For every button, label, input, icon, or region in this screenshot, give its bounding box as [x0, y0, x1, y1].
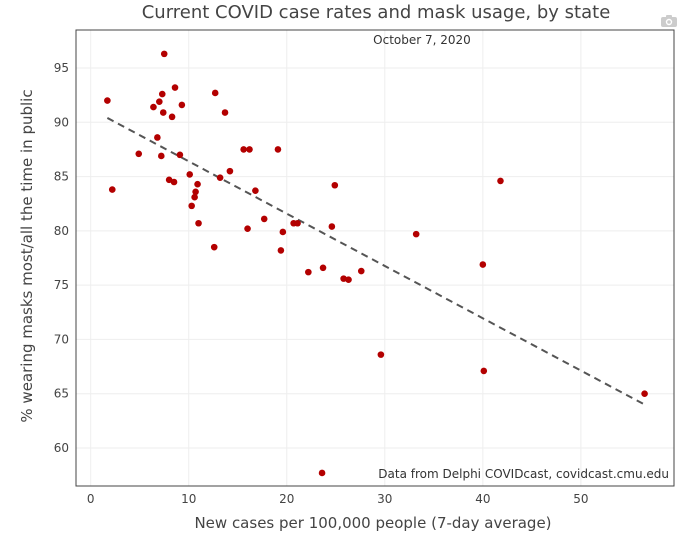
data-point: [211, 89, 219, 97]
data-point: [277, 247, 285, 254]
data-point: [246, 146, 253, 153]
y-tick-label: 75: [54, 278, 69, 292]
camera-icon[interactable]: [660, 14, 678, 28]
data-point: [210, 243, 218, 251]
data-point: [240, 146, 247, 153]
data-point: [154, 134, 161, 141]
y-tick-label: 85: [54, 170, 69, 184]
y-tick-label: 70: [54, 332, 69, 346]
data-point: [641, 390, 648, 398]
data-point: [170, 178, 178, 186]
data-point: [160, 50, 168, 58]
x-tick-label: 10: [181, 492, 196, 506]
data-point: [159, 109, 167, 116]
data-point: [195, 219, 202, 227]
data-point: [244, 225, 251, 232]
data-point: [188, 202, 195, 210]
data-point: [216, 174, 224, 181]
data-point: [305, 268, 312, 276]
y-tick-label: 80: [54, 224, 69, 238]
data-point: [331, 181, 339, 189]
data-point: [319, 264, 327, 272]
data-point: [135, 150, 143, 158]
data-point: [192, 188, 199, 196]
source-annotation: Data from Delphi COVIDcast, covidcast.cm…: [378, 467, 669, 481]
data-point: [156, 98, 163, 105]
data-point: [176, 151, 184, 159]
data-point: [104, 97, 111, 104]
x-tick-label: 40: [475, 492, 490, 506]
trend-line: [106, 117, 646, 406]
x-tick-label: 30: [377, 492, 392, 506]
data-point: [150, 103, 157, 111]
data-point: [294, 219, 301, 227]
data-point: [345, 276, 352, 284]
data-point: [108, 186, 116, 193]
data-point: [318, 469, 326, 477]
data-point: [194, 180, 201, 188]
x-tick-label: 50: [573, 492, 588, 506]
data-point: [178, 101, 186, 109]
data-point: [480, 367, 488, 375]
y-tick-label: 90: [54, 115, 69, 129]
y-tick-labels: 60 65 70 75 80 85 90 95: [54, 61, 69, 455]
data-point: [340, 275, 347, 282]
chart-title: Current COVID case rates and mask usage,…: [142, 2, 611, 23]
data-point: [158, 90, 166, 98]
y-axis-label: % wearing masks most/all the time in pub…: [18, 89, 36, 422]
y-tick-label: 95: [54, 61, 69, 75]
data-point: [186, 171, 194, 178]
y-tick-label: 60: [54, 441, 69, 455]
data-point: [479, 261, 487, 268]
x-tick-labels: 0 10 20 30 40 50: [87, 492, 589, 506]
x-tick-label: 0: [87, 492, 95, 506]
chart-subtitle: October 7, 2020: [373, 33, 471, 47]
data-point: [168, 113, 176, 121]
x-axis-label: New cases per 100,000 people (7-day aver…: [194, 514, 551, 532]
y-tick-label: 65: [54, 387, 69, 401]
data-point: [377, 351, 385, 358]
data-point: [497, 177, 504, 185]
gridlines: [76, 30, 674, 486]
data-point: [357, 267, 365, 275]
data-points: [104, 50, 648, 477]
data-point: [157, 152, 165, 160]
plot-frame: [75, 29, 675, 487]
data-point: [328, 223, 336, 230]
data-point: [191, 193, 198, 201]
data-point: [171, 84, 179, 91]
data-point: [221, 109, 229, 116]
data-point: [226, 167, 234, 175]
data-point: [279, 228, 287, 236]
data-point: [412, 230, 420, 238]
data-point: [260, 215, 268, 223]
data-point: [274, 146, 282, 153]
x-tick-label: 20: [279, 492, 294, 506]
data-point: [252, 187, 259, 194]
